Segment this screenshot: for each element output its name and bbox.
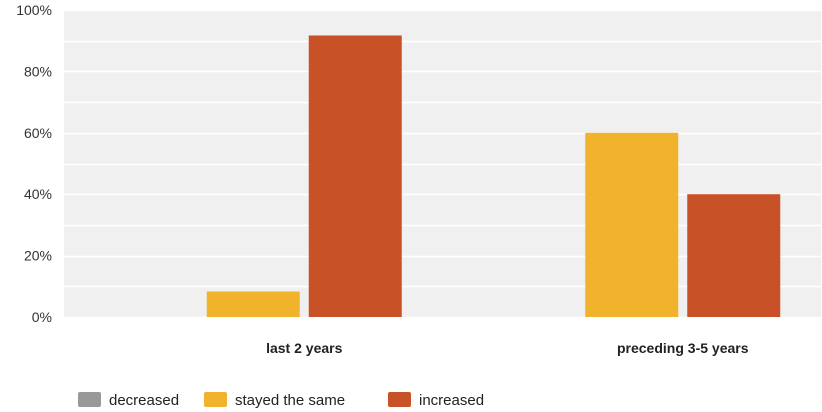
x-axis-categories: last 2 years preceding 3-5 years xyxy=(266,340,749,356)
y-tick-label: 60% xyxy=(24,125,52,141)
y-axis-ticks: 0% 20% 40% 60% 80% 100% xyxy=(16,2,52,325)
bar-increased xyxy=(308,35,402,318)
x-category-label: last 2 years xyxy=(266,340,342,356)
y-tick-label: 20% xyxy=(24,248,52,264)
legend-swatch xyxy=(78,392,101,407)
bar-increased xyxy=(687,194,781,317)
y-tick-label: 100% xyxy=(16,2,52,18)
legend-swatch xyxy=(388,392,411,407)
bars xyxy=(206,35,781,318)
y-tick-label: 80% xyxy=(24,63,52,79)
legend-label: decreased xyxy=(109,392,179,409)
x-category-label: preceding 3-5 years xyxy=(617,340,749,356)
legend: decreased stayed the same increased xyxy=(78,392,484,409)
y-tick-label: 0% xyxy=(32,309,52,325)
legend-label: stayed the same xyxy=(235,392,345,409)
grid-lines xyxy=(64,9,821,319)
legend-label: increased xyxy=(419,392,484,409)
bar-stayed-the-same xyxy=(585,132,679,317)
y-tick-label: 40% xyxy=(24,186,52,202)
bar-stayed-the-same xyxy=(206,291,300,317)
legend-swatch xyxy=(204,392,227,407)
